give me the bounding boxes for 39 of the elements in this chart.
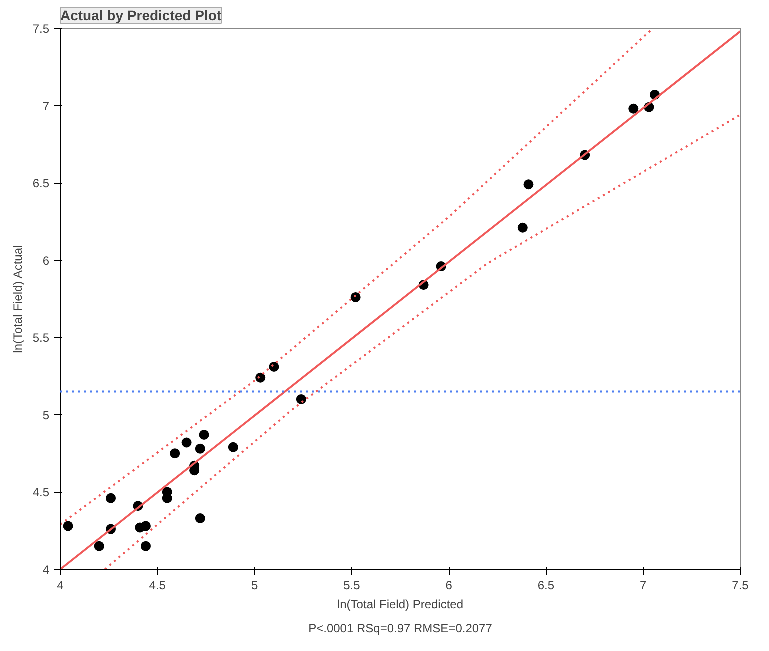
point <box>170 448 180 459</box>
x-tick-label: 4 <box>57 578 64 592</box>
point <box>518 222 528 233</box>
y-tick-label: 7.5 <box>32 22 50 36</box>
y-tick-label: 5.5 <box>32 331 50 346</box>
x-tick-label: 5.5 <box>344 578 361 592</box>
point <box>94 541 104 552</box>
point <box>350 292 361 302</box>
point <box>199 430 210 440</box>
x-tick-label: 6 <box>446 578 453 592</box>
y-tick-label: 7 <box>42 99 50 114</box>
text: P<.0001 RSq=0.97 RMSE=0.2077 <box>308 622 493 636</box>
point <box>106 493 116 504</box>
point <box>195 514 206 524</box>
point <box>63 521 74 532</box>
point <box>628 104 639 114</box>
point <box>228 442 238 452</box>
point <box>269 362 280 372</box>
point <box>182 438 192 448</box>
point <box>524 180 534 190</box>
point <box>296 394 306 404</box>
y-tick-label: 6.5 <box>32 176 50 191</box>
point <box>256 372 266 383</box>
x-tick-label: 4.5 <box>149 578 166 592</box>
y-tick-label: 5 <box>42 408 50 422</box>
chart-title: Actual by Predicted Plot <box>60 8 222 24</box>
point <box>140 541 151 552</box>
point <box>140 521 151 532</box>
y-tick-label: 4 <box>42 563 50 577</box>
y-tick-label: 6 <box>42 254 50 268</box>
x-tick-label: 5 <box>251 578 258 592</box>
y-tick-label: 4.5 <box>32 486 50 500</box>
x-tick-label: 7.5 <box>732 578 750 592</box>
x-tick-label: 7 <box>640 578 648 592</box>
line-series <box>104 114 740 570</box>
x-axis-title: ln(Total Field) Predicted <box>337 598 464 612</box>
y-axis-title: ln(Total Field) Actual <box>10 245 25 354</box>
point <box>195 444 206 454</box>
x-tick-label: 6.5 <box>538 578 555 592</box>
